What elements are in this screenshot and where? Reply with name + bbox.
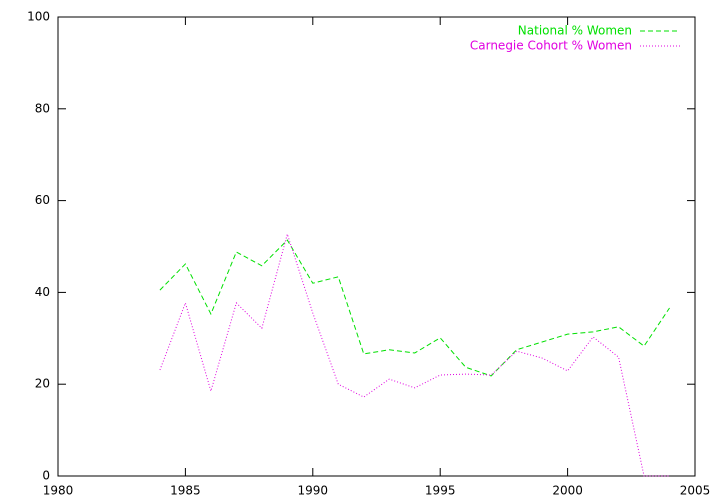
legend-label: National % Women xyxy=(518,24,632,38)
y-tick-label: 60 xyxy=(35,193,50,207)
x-tick-label: 2005 xyxy=(680,484,711,498)
x-tick-label: 1995 xyxy=(425,484,456,498)
x-tick-label: 2000 xyxy=(552,484,583,498)
y-tick-label: 80 xyxy=(35,101,50,115)
plot-frame xyxy=(57,16,696,477)
x-tick-label: 1980 xyxy=(43,484,74,498)
series-line xyxy=(159,239,670,377)
x-tick-label: 1990 xyxy=(298,484,329,498)
legend-label: Carnegie Cohort % Women xyxy=(470,39,632,53)
x-tick-label: 1985 xyxy=(170,484,201,498)
y-tick-label: 40 xyxy=(35,285,50,299)
y-tick-label: 20 xyxy=(35,377,50,391)
series-line xyxy=(159,232,670,477)
y-tick-label: 0 xyxy=(42,469,50,483)
y-tick-label: 100 xyxy=(27,10,50,24)
